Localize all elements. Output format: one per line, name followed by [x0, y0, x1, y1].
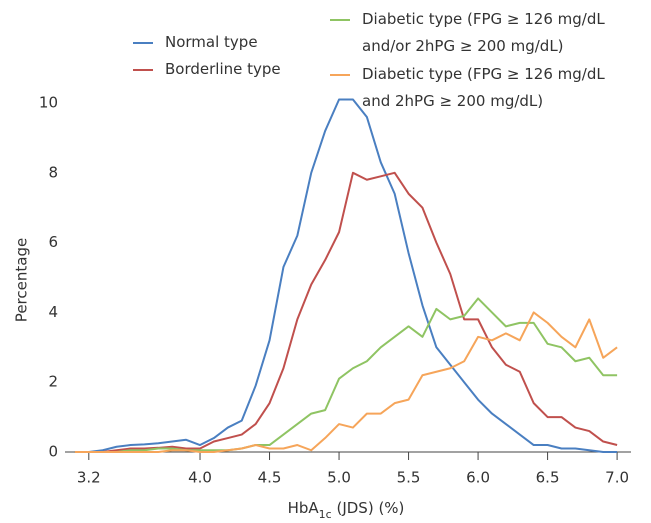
data-line: [74, 98, 618, 453]
legend-item: Borderline type: [133, 56, 281, 83]
x-tick-label: 7.0: [605, 469, 629, 487]
legend-swatch: [330, 19, 350, 21]
legend-swatch: [133, 42, 153, 44]
x-axis-label-part: HbA: [288, 499, 320, 517]
y-tick-label: 4: [48, 303, 58, 321]
x-tick-label: 4.0: [188, 469, 212, 487]
x-axis-label: HbA1c (JDS) (%): [288, 499, 405, 521]
y-tick-label: 2: [48, 373, 58, 391]
x-tick-label: 3.2: [77, 469, 101, 487]
data-line: [74, 311, 618, 453]
legend-swatch: [133, 69, 153, 71]
y-tick-label: 0: [48, 443, 58, 461]
x-axis-label-part: (JDS) (%): [332, 499, 405, 517]
legend-item: Diabetic type (FPG ≥ 126 mg/dL and 2hPG …: [330, 61, 627, 115]
legend-item: Normal type: [133, 29, 258, 56]
y-tick-label: 6: [48, 233, 58, 251]
y-tick-label: 10: [39, 94, 58, 112]
x-tick-label: 6.0: [466, 469, 490, 487]
legend-label: Borderline type: [165, 60, 281, 78]
legend-item: Diabetic type (FPG ≥ 126 mg/dL and/or 2h…: [330, 6, 627, 60]
legend-label: Diabetic type (FPG ≥ 126 mg/dL and/or 2h…: [362, 10, 605, 55]
y-axis-label: Percentage: [13, 238, 31, 322]
legend-label: Normal type: [165, 33, 258, 51]
data-line: [74, 171, 618, 453]
x-axis-label-part: 1c: [319, 508, 332, 521]
x-tick-label: 5.5: [397, 469, 421, 487]
data-line: [74, 297, 618, 453]
x-tick-label: 6.5: [536, 469, 560, 487]
y-tick-label: 8: [48, 163, 58, 181]
legend-label: Diabetic type (FPG ≥ 126 mg/dL and 2hPG …: [362, 65, 605, 110]
x-tick-label: 5.0: [327, 469, 351, 487]
legend-swatch: [330, 74, 350, 76]
x-tick-label: 4.5: [258, 469, 282, 487]
